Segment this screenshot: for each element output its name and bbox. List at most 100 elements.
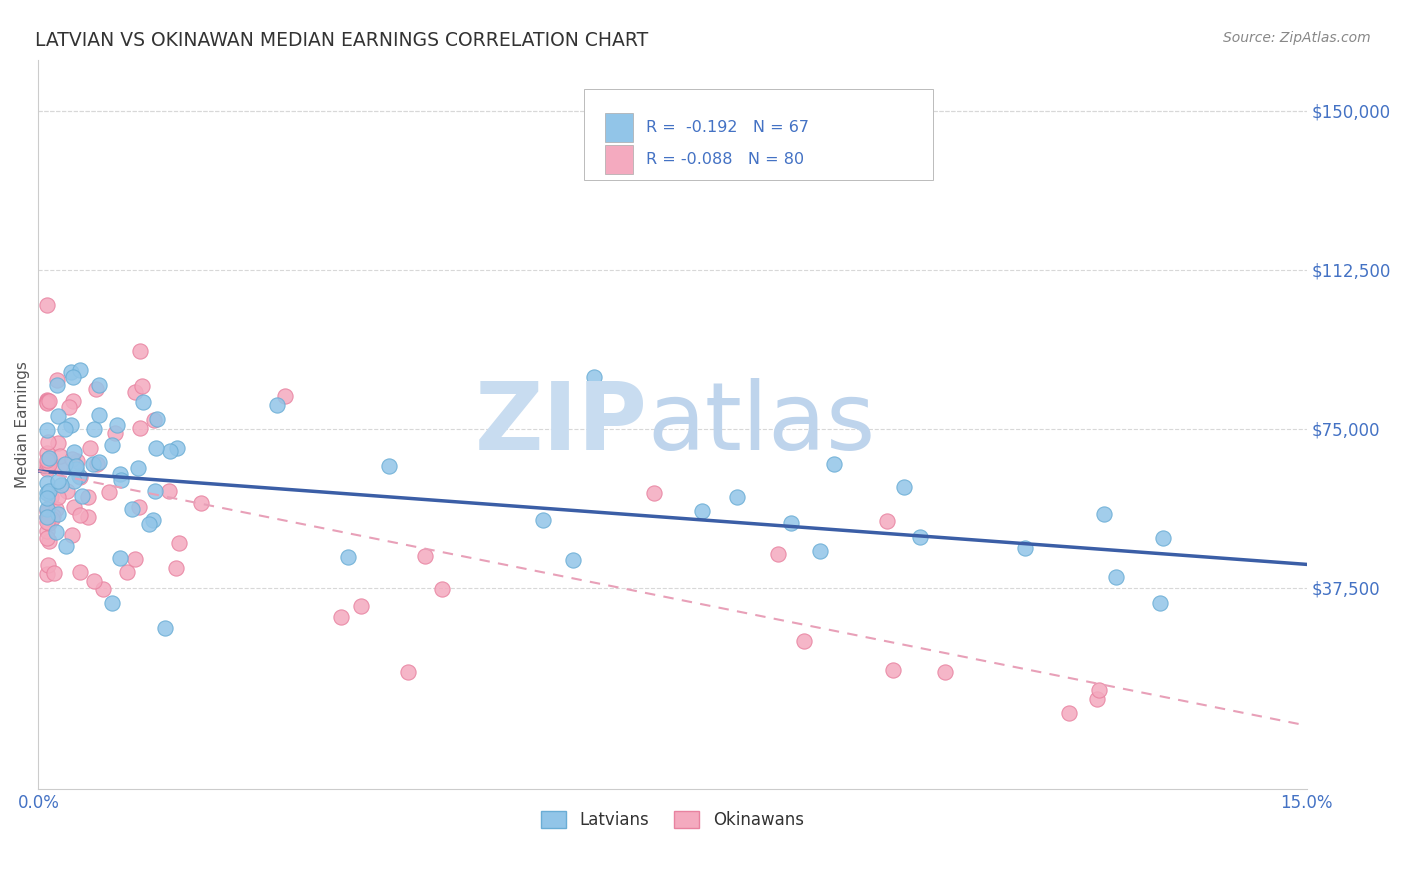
Point bbox=[55, 457, 77, 471]
Point bbox=[37, 558, 59, 573]
Point bbox=[124, 551, 146, 566]
Point bbox=[110, 474, 132, 488]
Point bbox=[124, 385, 146, 400]
Text: Source: ZipAtlas.com: Source: ZipAtlas.com bbox=[1223, 31, 1371, 45]
Point bbox=[49, 458, 72, 473]
Point bbox=[35, 475, 58, 490]
Point bbox=[108, 550, 131, 565]
Point bbox=[60, 365, 83, 379]
Point bbox=[65, 459, 87, 474]
FancyBboxPatch shape bbox=[583, 89, 932, 180]
Point bbox=[138, 517, 160, 532]
Point bbox=[38, 504, 60, 518]
Point bbox=[46, 409, 69, 424]
Point bbox=[35, 502, 58, 516]
Point bbox=[44, 566, 66, 580]
Point bbox=[87, 377, 110, 392]
Point bbox=[808, 544, 831, 558]
Point bbox=[128, 500, 150, 514]
Point bbox=[35, 504, 58, 518]
Point bbox=[83, 574, 105, 588]
Point bbox=[46, 373, 69, 387]
Point bbox=[38, 394, 60, 409]
Point bbox=[35, 446, 58, 460]
Point bbox=[101, 438, 124, 452]
Point bbox=[46, 507, 69, 521]
Point bbox=[62, 393, 84, 408]
Point bbox=[35, 460, 58, 475]
Point bbox=[330, 610, 353, 624]
Point bbox=[145, 442, 167, 456]
Point bbox=[153, 621, 176, 635]
Point bbox=[143, 483, 166, 498]
Point bbox=[39, 491, 62, 505]
Point bbox=[1085, 691, 1108, 706]
Point bbox=[1149, 596, 1171, 610]
Point bbox=[35, 462, 58, 476]
Point bbox=[38, 451, 60, 466]
Point bbox=[190, 496, 212, 510]
Point bbox=[35, 509, 58, 524]
Point bbox=[893, 480, 915, 494]
Point bbox=[69, 508, 91, 523]
Point bbox=[87, 408, 110, 422]
Point bbox=[1152, 531, 1174, 545]
Point bbox=[38, 516, 60, 531]
Point bbox=[169, 536, 191, 550]
Point bbox=[45, 524, 67, 539]
Point bbox=[413, 549, 436, 563]
Point bbox=[63, 474, 86, 488]
Point bbox=[35, 491, 58, 505]
Y-axis label: Median Earnings: Median Earnings bbox=[15, 361, 30, 488]
Point bbox=[127, 461, 149, 475]
Point bbox=[35, 394, 58, 409]
Point bbox=[143, 413, 166, 427]
Point bbox=[38, 453, 60, 467]
Point bbox=[65, 462, 87, 476]
Point bbox=[1104, 570, 1126, 584]
Point bbox=[42, 508, 65, 523]
Point bbox=[562, 553, 585, 567]
Point bbox=[725, 490, 748, 504]
Point bbox=[882, 663, 904, 677]
Point bbox=[377, 458, 399, 473]
Point bbox=[1088, 683, 1111, 698]
Point bbox=[86, 457, 108, 471]
Text: ZIP: ZIP bbox=[474, 378, 647, 470]
Text: atlas: atlas bbox=[647, 378, 876, 470]
Point bbox=[166, 442, 188, 456]
Point bbox=[35, 395, 58, 409]
Point bbox=[69, 565, 91, 579]
Point bbox=[59, 418, 82, 433]
Point bbox=[159, 444, 181, 458]
Point bbox=[46, 475, 69, 489]
Point bbox=[62, 445, 84, 459]
Point bbox=[55, 539, 77, 553]
Point bbox=[793, 634, 815, 648]
Point bbox=[350, 599, 373, 613]
Point bbox=[91, 582, 114, 597]
Point bbox=[273, 389, 295, 403]
Point bbox=[35, 515, 58, 529]
Point bbox=[62, 369, 84, 384]
Point bbox=[1057, 706, 1080, 720]
Point bbox=[35, 509, 58, 524]
FancyBboxPatch shape bbox=[606, 145, 633, 174]
Point bbox=[146, 412, 169, 426]
Point bbox=[533, 512, 555, 526]
Point bbox=[35, 452, 58, 467]
Point bbox=[35, 396, 58, 410]
Point bbox=[396, 665, 419, 680]
Text: R = -0.088   N = 80: R = -0.088 N = 80 bbox=[645, 152, 804, 167]
Point bbox=[79, 441, 101, 455]
Point bbox=[131, 379, 153, 393]
Point bbox=[63, 500, 86, 514]
Point bbox=[129, 344, 152, 359]
Point bbox=[157, 483, 180, 498]
Point bbox=[1014, 541, 1036, 555]
Point bbox=[38, 457, 60, 471]
Point bbox=[38, 484, 60, 499]
Point bbox=[60, 452, 83, 467]
Point bbox=[38, 534, 60, 549]
Point bbox=[35, 456, 58, 470]
